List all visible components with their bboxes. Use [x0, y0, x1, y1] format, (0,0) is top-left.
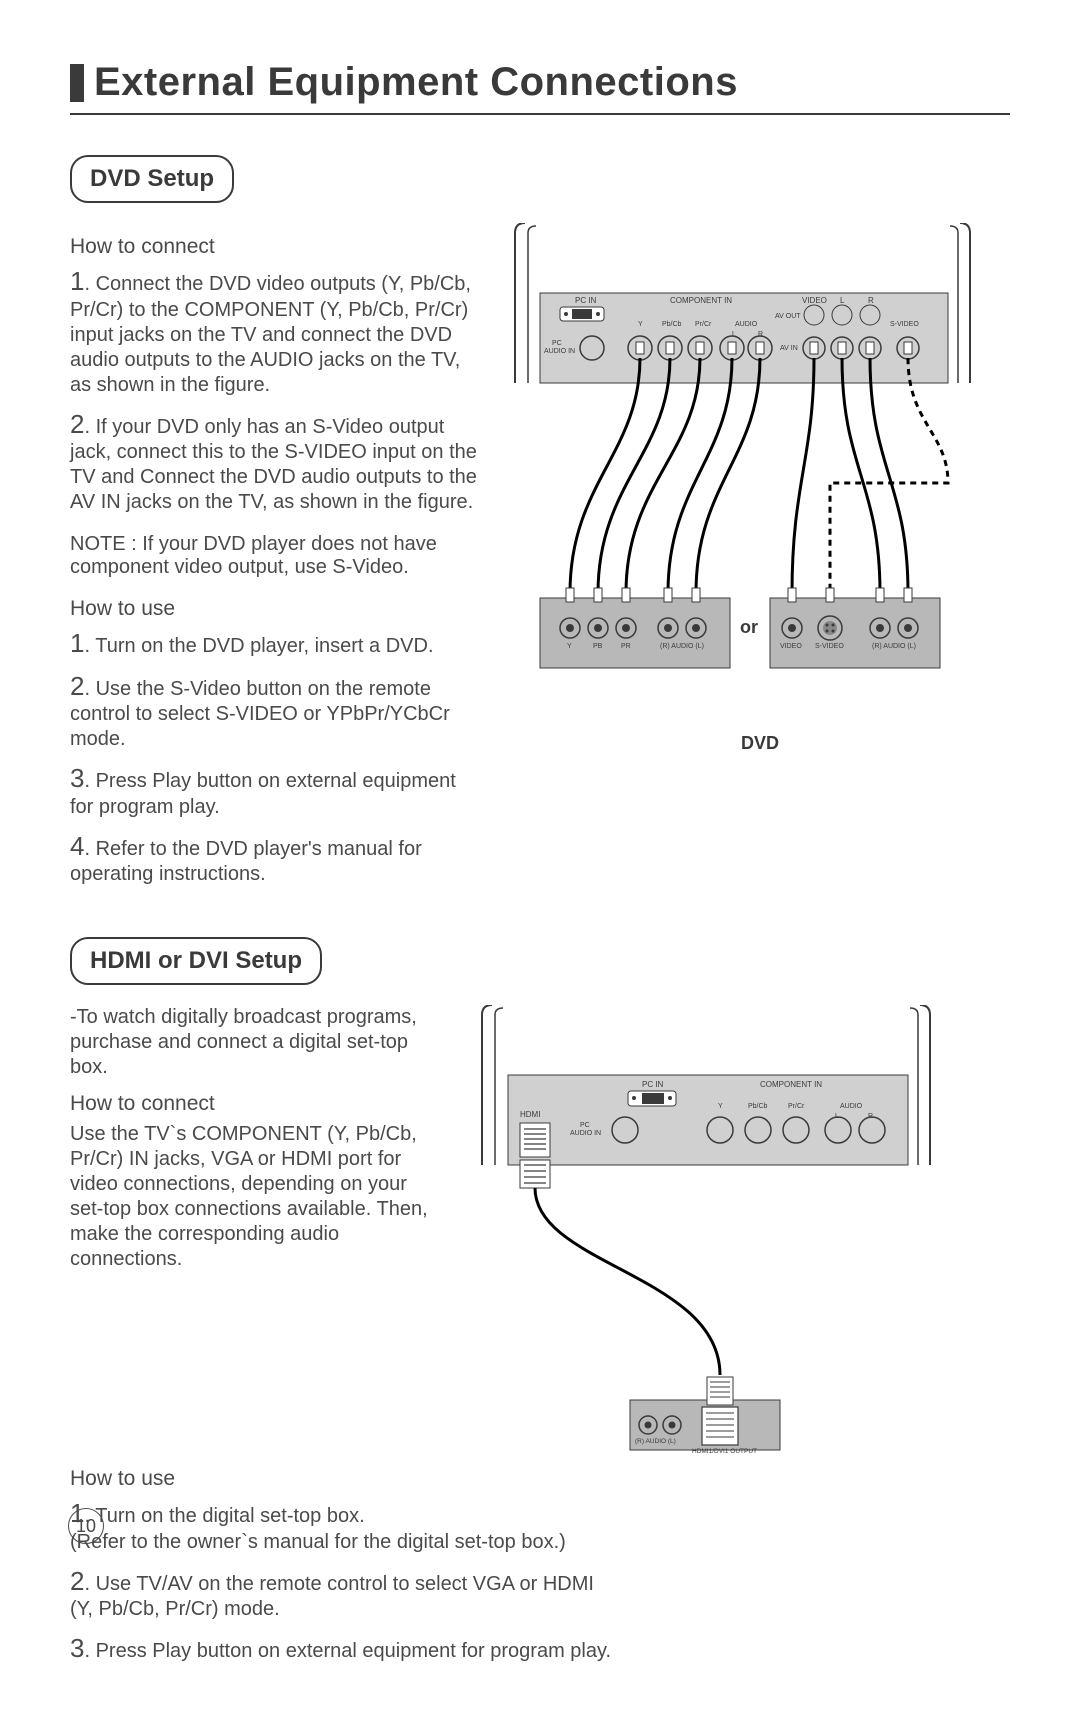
hdmi-intro: -To watch digitally broadcast programs, … — [70, 1005, 440, 1080]
hdmi-use-heading: How to use — [70, 1467, 1010, 1491]
svg-text:PC: PC — [580, 1122, 590, 1129]
use-step-2: 2. Use the S-Video button on the remote … — [70, 670, 480, 753]
svg-text:AUDIO: AUDIO — [840, 1103, 863, 1110]
svg-text:VIDEO: VIDEO — [780, 643, 802, 650]
step-text: . If your DVD only has an S-Video output… — [70, 416, 477, 514]
hdmi-connect-heading: How to connect — [70, 1092, 440, 1116]
svg-text:AUDIO IN: AUDIO IN — [570, 1130, 601, 1137]
svg-text:AV OUT: AV OUT — [775, 313, 801, 320]
section-label-hdmi: HDMI or DVI Setup — [70, 937, 322, 985]
step-number: 4 — [70, 831, 84, 861]
step-subtext: (Y, Pb/Cb, Pr/Cr) mode. — [70, 1598, 280, 1620]
connect-step-1: 1. Connect the DVD video outputs (Y, Pb/… — [70, 265, 480, 398]
use-step-4: 4. Refer to the DVD player's manual for … — [70, 830, 480, 888]
svg-text:COMPONENT IN: COMPONENT IN — [760, 1080, 822, 1089]
step-text: . Press Play button on external equipmen… — [84, 1640, 611, 1662]
step-text: . Use the S-Video button on the remote c… — [70, 678, 450, 751]
hdmi-use-step-3: 3. Press Play button on external equipme… — [70, 1632, 1010, 1665]
step-text: . Turn on the digital set-top box. — [84, 1505, 364, 1527]
step-subtext: (Refer to the owner`s manual for the dig… — [70, 1531, 566, 1553]
svg-text:PB: PB — [593, 643, 603, 650]
how-to-use-heading: How to use — [70, 597, 480, 621]
svg-text:AUDIO: AUDIO — [735, 321, 758, 328]
svg-text:VIDEO: VIDEO — [802, 296, 827, 305]
svg-text:Pb/Cb: Pb/Cb — [748, 1103, 768, 1110]
step-number: 3 — [70, 1633, 84, 1663]
hdmi-connect-text: Use the TV`s COMPONENT (Y, Pb/Cb, Pr/Cr)… — [70, 1122, 440, 1272]
hdmi-use-step-2: 2. Use TV/AV on the remote control to se… — [70, 1565, 1010, 1623]
section-label-dvd: DVD Setup — [70, 155, 234, 203]
step-text: . Connect the DVD video outputs (Y, Pb/C… — [70, 273, 471, 396]
svg-text:Pr/Cr: Pr/Cr — [788, 1103, 805, 1110]
svg-text:(R) AUDIO (L): (R) AUDIO (L) — [660, 643, 704, 650]
step-number: 1 — [70, 628, 84, 658]
svg-text:R: R — [868, 296, 874, 305]
step-number: 2 — [70, 409, 84, 439]
step-number: 2 — [70, 1566, 84, 1596]
use-step-3: 3. Press Play button on external equipme… — [70, 762, 480, 820]
page-number: 10 — [68, 1508, 104, 1544]
step-text: . Press Play button on external equipmen… — [70, 770, 456, 818]
svg-text:Y: Y — [567, 643, 572, 650]
svg-text:S-VIDEO: S-VIDEO — [815, 643, 844, 650]
step-text: . Turn on the DVD player, insert a DVD. — [84, 635, 433, 657]
step-text: . Refer to the DVD player's manual for o… — [70, 838, 422, 886]
dvd-setup-section: DVD Setup How to connect 1. Connect the … — [70, 155, 1010, 897]
step-number: 1 — [70, 266, 84, 296]
svg-text:Pr/Cr: Pr/Cr — [695, 321, 712, 328]
svg-text:Pb/Cb: Pb/Cb — [662, 321, 682, 328]
hdmi-use-step-1: 1. Turn on the digital set-top box. (Ref… — [70, 1497, 1010, 1555]
page-title: External Equipment Connections — [94, 60, 738, 105]
svg-text:PC: PC — [552, 340, 562, 347]
how-to-connect-heading: How to connect — [70, 235, 480, 259]
label-pc-in: PC IN — [575, 296, 597, 305]
svg-text:(R) AUDIO (L): (R) AUDIO (L) — [872, 643, 916, 650]
svg-text:PR: PR — [621, 643, 631, 650]
or-label: or — [740, 617, 758, 637]
page-title-bar: External Equipment Connections — [70, 60, 1010, 115]
connect-note: NOTE : If your DVD player does not have … — [70, 533, 480, 579]
dvd-connection-diagram: PC IN PC AUDIO IN COMPONENT IN Y Pb/Cb P… — [510, 223, 990, 723]
hdmi-dvi-section: HDMI or DVI Setup -To watch digitally br… — [70, 937, 1010, 1665]
connect-step-2: 2. If your DVD only has an S-Video outpu… — [70, 408, 480, 516]
use-step-1: 1. Turn on the DVD player, insert a DVD. — [70, 627, 480, 660]
svg-text:HDMI: HDMI — [520, 1110, 540, 1119]
label-component-in: COMPONENT IN — [670, 296, 732, 305]
svg-text:Y: Y — [638, 321, 643, 328]
svg-text:Y: Y — [718, 1103, 723, 1110]
svg-text:PC IN: PC IN — [642, 1080, 664, 1089]
step-number: 2 — [70, 671, 84, 701]
svg-text:(R) AUDIO (L): (R) AUDIO (L) — [635, 1438, 676, 1445]
hdmi-connection-diagram: HDMI PC IN PC AUDIO IN COMPONEN — [470, 1005, 950, 1455]
step-number: 3 — [70, 763, 84, 793]
diagram-caption-dvd: DVD — [510, 733, 1010, 754]
title-marker — [70, 64, 84, 102]
svg-text:S-VIDEO: S-VIDEO — [890, 321, 919, 328]
svg-text:HDMI1/DVI1 OUTPUT: HDMI1/DVI1 OUTPUT — [692, 1448, 757, 1455]
svg-text:AUDIO IN: AUDIO IN — [544, 348, 575, 355]
svg-text:L: L — [840, 296, 845, 305]
svg-text:AV IN: AV IN — [780, 345, 798, 352]
